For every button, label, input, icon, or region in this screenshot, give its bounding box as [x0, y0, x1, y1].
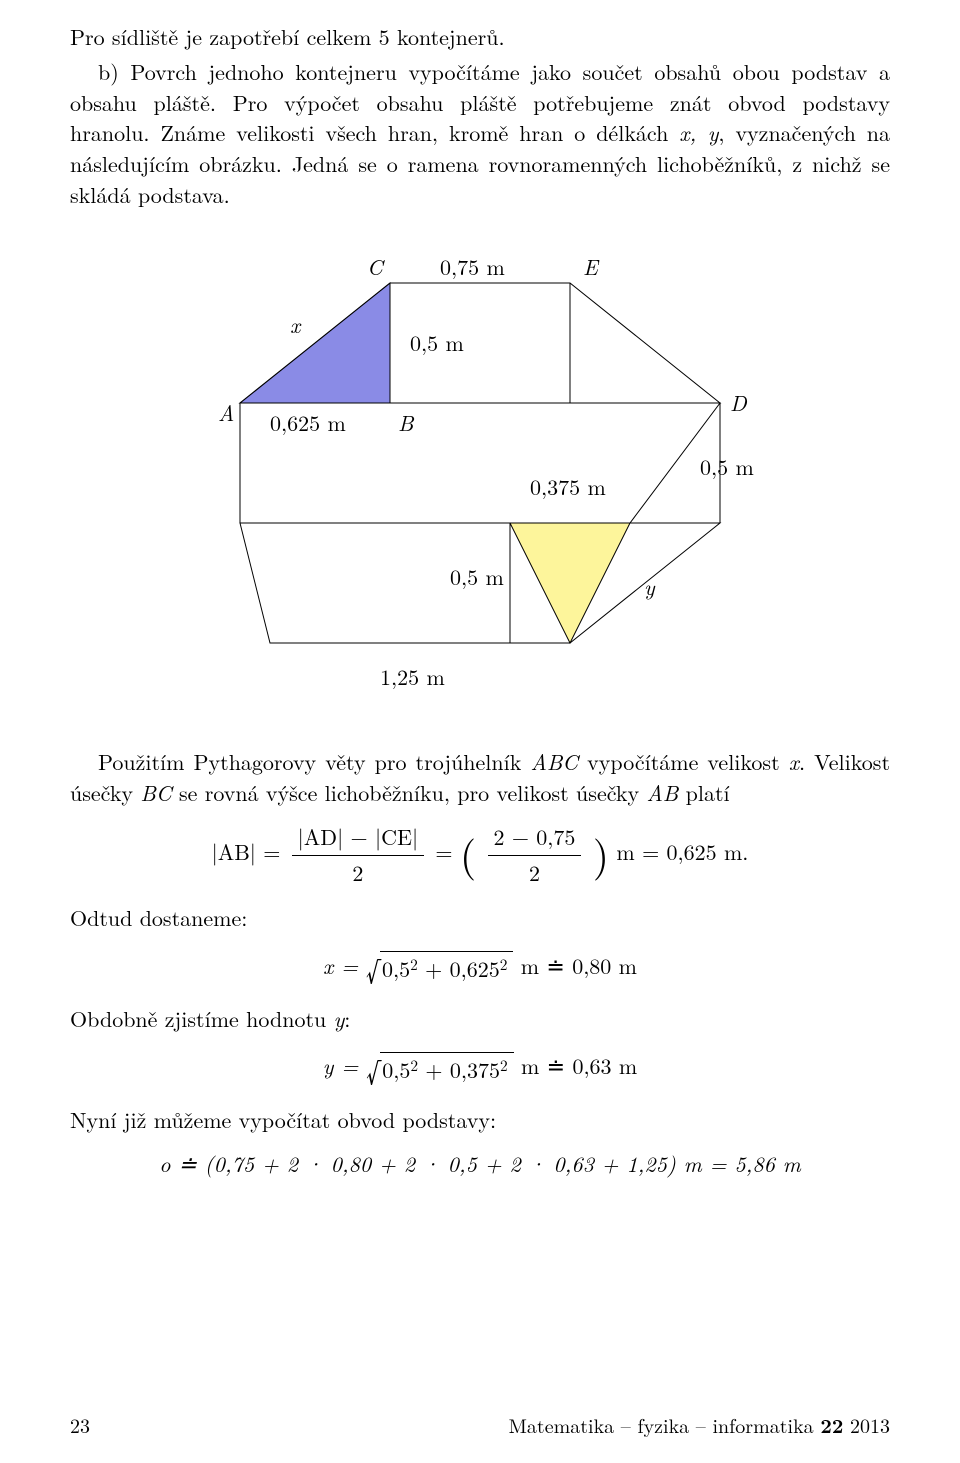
paren-r: )	[593, 824, 609, 883]
sqrt-body-y: 0,52 + 0,3752	[380, 1052, 513, 1086]
para-2: b) Povrch jednoho kontejneru vypočítáme …	[70, 57, 890, 211]
svg-text:x: x	[290, 309, 302, 340]
p3-i: platí	[678, 777, 729, 808]
frac-2: 2 − 0,75 2	[488, 822, 582, 889]
obd-a: Obdobně zjistíme hodnotu	[70, 1003, 334, 1034]
frac1-den: 2	[292, 856, 424, 889]
para-1: Pro sídliště je zapotřebí celkem 5 konte…	[70, 22, 890, 53]
fr-vol: 22	[820, 1410, 843, 1439]
eq-x-left: x =	[323, 950, 366, 981]
p3-g: se rovná výšce lichoběžníku, pro velikos…	[172, 777, 647, 808]
para-odtud: Odtud dostaneme:	[70, 903, 890, 934]
svg-text:B: B	[398, 407, 415, 438]
equation-x: x = √0,52 + 0,6252 m ≐ 0,80 m	[70, 948, 890, 990]
sqrt-body-x: 0,52 + 0,6252	[380, 951, 513, 985]
footer-pagenum: 23	[70, 1411, 90, 1439]
xs1: 2	[410, 954, 418, 975]
ys2: 2	[500, 1055, 508, 1076]
frac2-num: 2 − 0,75	[488, 822, 582, 856]
page-content: Pro sídliště je zapotřebí celkem 5 konte…	[0, 0, 960, 1463]
frac-1: |AD| − |CE| 2	[292, 822, 424, 889]
svg-text:C: C	[367, 251, 385, 282]
svg-text:0,375 m: 0,375 m	[530, 471, 606, 502]
eq-o-body: o ≐ (0,75 + 2 · 0,80 + 2 · 0,5 + 2 · 0,6…	[159, 1148, 801, 1179]
equation-y: y = √0,52 + 0,3752 m ≐ 0,63 m	[70, 1049, 890, 1091]
para-obdobne: Obdobně zjistíme hodnotu y:	[70, 1004, 890, 1035]
page-footer: 23 Matematika – fyzika – informatika 22 …	[70, 1411, 890, 1439]
p3-a: Použitím Pythagorovy věty pro trojúhelní…	[98, 746, 530, 777]
svg-text:0,625 m: 0,625 m	[270, 407, 346, 438]
svg-text:0,5 m: 0,5 m	[450, 561, 504, 592]
svg-text:0,5 m: 0,5 m	[410, 327, 464, 358]
equation-o: o ≐ (0,75 + 2 · 0,80 + 2 · 0,5 + 2 · 0,6…	[70, 1149, 890, 1180]
sqrt-y: √0,52 + 0,3752	[366, 1049, 514, 1091]
frac2-den: 2	[488, 856, 582, 889]
fr-a: Matematika – fyzika – informatika	[509, 1410, 821, 1439]
ys1: 2	[410, 1055, 418, 1076]
p3-abc: ABC	[530, 746, 578, 777]
xb1: 0,5	[382, 953, 410, 984]
eq-y-left: y =	[323, 1050, 366, 1081]
footer-journal: Matematika – fyzika – informatika 22 201…	[509, 1411, 890, 1439]
yb1: 0,5	[382, 1054, 410, 1085]
sqrt-x: √0,52 + 0,6252	[366, 948, 514, 990]
xp: + 0,625	[418, 953, 500, 984]
svg-text:0,5 m: 0,5 m	[700, 451, 754, 482]
svg-text:0,75 m: 0,75 m	[440, 251, 505, 282]
svg-text:y: y	[644, 571, 656, 602]
sqrt-sym-x: √	[366, 947, 380, 990]
fr-year: 2013	[843, 1410, 890, 1439]
figure-hexagon: C E A B Dx y 0,75 m 0,5 m 0,625 m 0,375 m 0,5 m 0,5…	[70, 243, 890, 713]
obd-c: :	[344, 1003, 350, 1034]
sqrt-sym-y: √	[366, 1048, 380, 1091]
para-nyni: Nyní již můžeme vypočítat obvod podstavy…	[70, 1105, 890, 1136]
eq-x-right: m ≐ 0,80 m	[521, 950, 637, 981]
eq-y-right: m ≐ 0,63 m	[521, 1050, 637, 1081]
frac1-num: |AD| − |CE|	[292, 822, 424, 856]
hexagon-svg: C E A B Dx y 0,75 m 0,5 m 0,625 m 0,375 m 0,5 m 0,5…	[200, 243, 760, 713]
xs2: 2	[500, 954, 508, 975]
paren-l: (	[460, 824, 476, 883]
para-3: Použitím Pythagorovy věty pro trojúhelní…	[70, 747, 890, 809]
yp: + 0,375	[418, 1054, 500, 1085]
p3-c: vypočítáme velikost	[578, 746, 789, 777]
p2-xy: x, y	[679, 117, 718, 148]
svg-text:1,25 m: 1,25 m	[380, 661, 445, 692]
svg-text:D: D	[730, 387, 748, 418]
p3-x: x	[789, 746, 799, 777]
eq-ab-right: m = 0,625 m.	[616, 836, 748, 867]
svg-text:A: A	[218, 397, 234, 428]
svg-text:E: E	[583, 251, 600, 282]
p3-bc: BC	[140, 777, 171, 808]
equation-ab: |AB| = |AD| − |CE| 2 = ( 2 − 0,75 2 ) m …	[70, 822, 890, 889]
eq-ab-mid: =	[435, 836, 459, 867]
p3-ab: AB	[646, 777, 678, 808]
obd-y: y	[334, 1003, 345, 1034]
eq-ab-left: |AB| =	[212, 836, 288, 867]
